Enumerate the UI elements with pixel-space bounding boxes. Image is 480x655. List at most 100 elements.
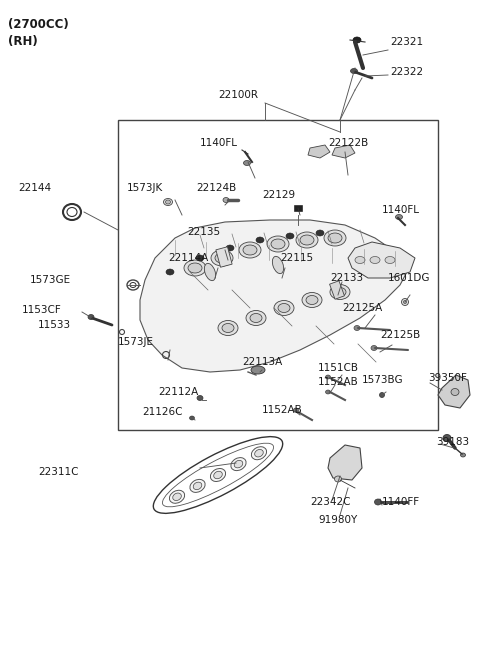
- Text: 1152AB: 1152AB: [318, 377, 359, 387]
- Text: 1153CF: 1153CF: [22, 305, 62, 315]
- Text: 1573GE: 1573GE: [30, 275, 71, 285]
- Ellipse shape: [451, 388, 459, 396]
- Text: 22112A: 22112A: [158, 387, 198, 397]
- Ellipse shape: [286, 233, 294, 239]
- Ellipse shape: [443, 434, 451, 441]
- Bar: [294, 205, 302, 211]
- Ellipse shape: [239, 242, 261, 258]
- Text: 22100R: 22100R: [218, 90, 258, 100]
- Ellipse shape: [184, 260, 206, 276]
- Ellipse shape: [355, 257, 365, 263]
- Text: 1152AB: 1152AB: [262, 405, 303, 415]
- Ellipse shape: [166, 200, 170, 204]
- Ellipse shape: [380, 392, 384, 398]
- Ellipse shape: [223, 198, 229, 202]
- Text: 1573BG: 1573BG: [362, 375, 404, 385]
- Ellipse shape: [328, 233, 342, 243]
- Ellipse shape: [190, 479, 205, 493]
- Ellipse shape: [460, 453, 466, 457]
- Ellipse shape: [252, 447, 266, 460]
- Ellipse shape: [325, 375, 331, 379]
- Text: 1601DG: 1601DG: [388, 273, 431, 283]
- Ellipse shape: [250, 314, 262, 322]
- Ellipse shape: [193, 482, 202, 490]
- Ellipse shape: [211, 250, 233, 266]
- Ellipse shape: [88, 314, 94, 320]
- Ellipse shape: [231, 458, 246, 470]
- Polygon shape: [332, 145, 355, 158]
- Ellipse shape: [243, 245, 257, 255]
- Ellipse shape: [296, 232, 318, 248]
- Bar: [216, 247, 232, 267]
- Ellipse shape: [274, 301, 294, 316]
- Text: 22124B: 22124B: [196, 183, 236, 193]
- Text: 22122B: 22122B: [328, 138, 368, 148]
- Text: 22135: 22135: [187, 227, 220, 237]
- Ellipse shape: [371, 345, 377, 350]
- Bar: [118, 120, 438, 430]
- Text: 1140FL: 1140FL: [382, 205, 420, 215]
- Text: (2700CC): (2700CC): [8, 18, 69, 31]
- Ellipse shape: [316, 230, 324, 236]
- Ellipse shape: [251, 366, 265, 374]
- Text: 39183: 39183: [436, 437, 469, 447]
- Ellipse shape: [334, 288, 346, 297]
- Ellipse shape: [246, 310, 266, 326]
- Ellipse shape: [166, 269, 174, 275]
- Polygon shape: [140, 220, 408, 372]
- Ellipse shape: [335, 476, 341, 482]
- Text: 1573JE: 1573JE: [118, 337, 154, 347]
- Ellipse shape: [374, 499, 382, 505]
- Ellipse shape: [234, 460, 243, 468]
- Text: 22342C: 22342C: [310, 497, 350, 507]
- Ellipse shape: [164, 198, 172, 206]
- Ellipse shape: [218, 320, 238, 335]
- Ellipse shape: [330, 284, 350, 299]
- Ellipse shape: [300, 235, 314, 245]
- Ellipse shape: [196, 255, 204, 261]
- Text: 22129: 22129: [262, 190, 295, 200]
- Ellipse shape: [306, 295, 318, 305]
- Ellipse shape: [325, 390, 331, 394]
- Polygon shape: [438, 375, 470, 408]
- Text: 1151CB: 1151CB: [318, 363, 359, 373]
- Ellipse shape: [278, 303, 290, 312]
- Ellipse shape: [271, 239, 285, 249]
- Ellipse shape: [243, 160, 251, 166]
- Ellipse shape: [293, 408, 299, 412]
- Text: 11533: 11533: [38, 320, 71, 330]
- Ellipse shape: [404, 301, 407, 303]
- Ellipse shape: [226, 245, 234, 251]
- Ellipse shape: [190, 416, 194, 420]
- Ellipse shape: [188, 263, 202, 273]
- Ellipse shape: [272, 256, 284, 274]
- Ellipse shape: [210, 468, 226, 481]
- Ellipse shape: [396, 214, 403, 219]
- Text: 91980Y: 91980Y: [318, 515, 357, 525]
- Ellipse shape: [385, 257, 395, 263]
- Text: 21126C: 21126C: [142, 407, 182, 417]
- Text: 1573JK: 1573JK: [127, 183, 163, 193]
- Text: 22311C: 22311C: [38, 467, 79, 477]
- Text: 22144: 22144: [18, 183, 51, 193]
- Text: (RH): (RH): [8, 35, 38, 48]
- Text: 22113A: 22113A: [242, 357, 282, 367]
- Ellipse shape: [204, 263, 216, 280]
- Text: 1140FL: 1140FL: [200, 138, 238, 148]
- Polygon shape: [348, 242, 415, 278]
- Text: 22125A: 22125A: [342, 303, 382, 313]
- Ellipse shape: [255, 449, 263, 457]
- Ellipse shape: [302, 293, 322, 307]
- Ellipse shape: [324, 230, 346, 246]
- Text: 22114A: 22114A: [168, 253, 208, 263]
- Text: 22125B: 22125B: [380, 330, 420, 340]
- Ellipse shape: [401, 299, 408, 305]
- Ellipse shape: [256, 237, 264, 243]
- Text: 39350F: 39350F: [428, 373, 467, 383]
- Polygon shape: [308, 145, 330, 158]
- Text: 22322: 22322: [390, 67, 423, 77]
- Ellipse shape: [267, 236, 289, 252]
- Ellipse shape: [370, 257, 380, 263]
- Text: 22133: 22133: [330, 273, 363, 283]
- Ellipse shape: [169, 491, 185, 503]
